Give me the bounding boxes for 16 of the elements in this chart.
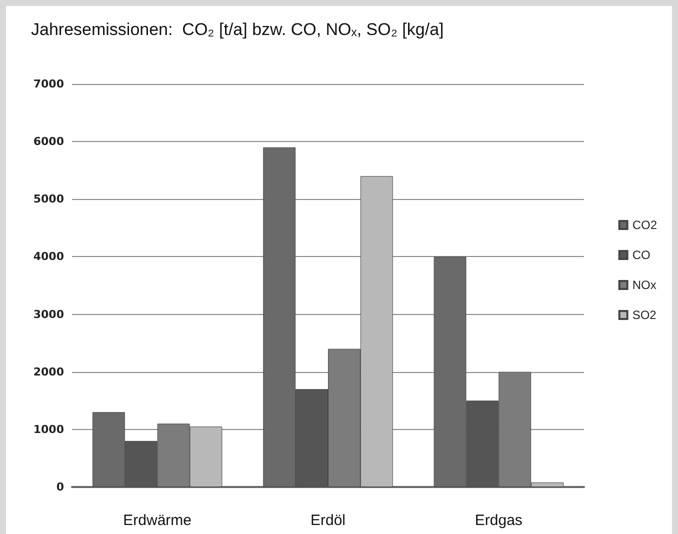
x-tick-label: Erdöl bbox=[310, 512, 346, 529]
y-tick-label: 1000 bbox=[33, 422, 64, 436]
y-tick-label: 6000 bbox=[33, 135, 64, 148]
chart-title: Jahresemissionen: CO₂ [t/a] bzw. CO, NOₓ, SO₂ [kg/a] bbox=[31, 20, 444, 39]
y-tick-label: 4000 bbox=[33, 250, 64, 264]
legend-label: CO2 bbox=[632, 218, 658, 232]
y-tick-label: 5000 bbox=[33, 192, 64, 206]
legend-label: NOx bbox=[632, 278, 656, 292]
legend-label: SO2 bbox=[632, 308, 657, 322]
y-tick-label: 3000 bbox=[33, 308, 64, 321]
x-tick-label: Erdwärme bbox=[123, 512, 192, 529]
x-tick-label: Erdgas bbox=[474, 512, 522, 529]
y-tick-label: 2000 bbox=[33, 365, 64, 378]
y-tick-label: 7000 bbox=[33, 78, 64, 90]
y-tick-label: 0 bbox=[56, 480, 64, 494]
legend-label: CO bbox=[632, 248, 650, 262]
